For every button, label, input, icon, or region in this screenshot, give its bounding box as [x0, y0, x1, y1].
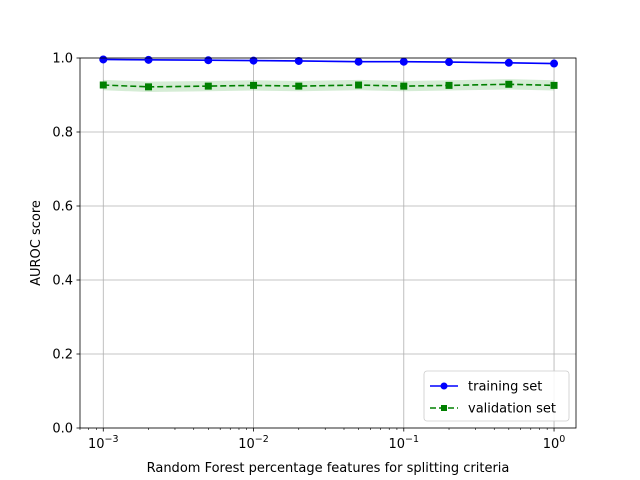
x-tick-label: 100: [543, 434, 566, 452]
legend-marker-series-0: [440, 382, 448, 390]
data-point-series-0: [249, 56, 258, 65]
x-tick-base: 10: [389, 437, 406, 452]
legend-label-series-1: validation set: [468, 402, 556, 417]
data-point-series-0: [399, 57, 408, 66]
data-point-series-0: [504, 58, 513, 67]
y-axis-label: AUROC score: [29, 200, 44, 286]
series-lines: [103, 58, 555, 88]
x-tick-base: 10: [88, 437, 105, 452]
data-point-series-0: [445, 58, 454, 67]
data-point-series-1: [355, 81, 363, 89]
x-tick-base: 10: [543, 437, 560, 452]
legend-box: [423, 370, 570, 422]
data-point-series-1: [400, 82, 408, 90]
data-point-series-1: [505, 80, 513, 88]
y-axis-ticks: 0.0 0.2 0.4 0.6 0.8 1.0: [52, 52, 80, 437]
data-point-series-1: [145, 83, 153, 91]
data-point-series-0: [99, 55, 108, 64]
data-point-series-0: [294, 56, 303, 65]
legend-label-series-0: training set: [468, 380, 542, 395]
data-point-series-0: [144, 55, 153, 64]
x-tick-label: 10−1: [389, 434, 420, 452]
data-point-series-0: [354, 57, 363, 66]
y-tick-label: 1.0: [52, 52, 73, 67]
x-tick-label: 10−2: [238, 434, 269, 452]
data-point-series-1: [250, 81, 258, 89]
data-point-series-1: [295, 82, 303, 90]
series-line-1: [103, 83, 555, 88]
x-axis-ticks: 10−3 10−2 10−1 100: [79, 428, 566, 452]
legend-marker-series-1: [441, 405, 447, 411]
data-point-series-0: [550, 59, 559, 68]
data-point-series-0: [204, 56, 213, 65]
y-tick-label: 0.8: [52, 126, 73, 141]
data-point-series-1: [445, 81, 453, 89]
x-tick-exponent: 0: [559, 434, 565, 445]
x-tick-exponent: −2: [255, 434, 269, 445]
legend: training set validation set: [423, 370, 570, 422]
data-point-series-1: [99, 81, 107, 89]
y-tick-label: 0.6: [52, 200, 73, 215]
x-tick-exponent: −3: [105, 434, 119, 445]
plot-area: [80, 58, 576, 428]
x-tick-label: 10−3: [88, 434, 119, 452]
data-point-series-1: [204, 82, 212, 90]
series-line-0: [103, 58, 555, 65]
data-point-series-1: [550, 81, 558, 89]
x-axis-label: Random Forest percentage features for sp…: [147, 461, 510, 476]
x-tick-exponent: −1: [405, 434, 419, 445]
series-markers: [99, 55, 559, 91]
y-tick-label: 0.4: [52, 274, 73, 289]
x-tick-base: 10: [238, 437, 255, 452]
plot-frame: [79, 57, 577, 429]
y-tick-label: 0.0: [52, 422, 73, 437]
y-tick-label: 0.2: [52, 348, 73, 363]
